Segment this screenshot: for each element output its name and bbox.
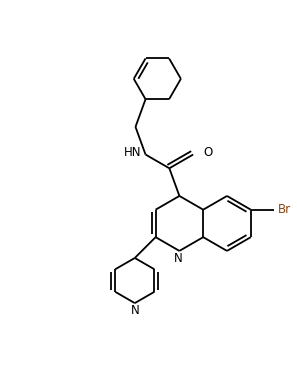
Text: N: N xyxy=(174,252,183,265)
Text: Br: Br xyxy=(278,203,291,216)
Text: O: O xyxy=(203,146,212,159)
Text: HN: HN xyxy=(124,146,142,159)
Text: N: N xyxy=(130,305,139,317)
